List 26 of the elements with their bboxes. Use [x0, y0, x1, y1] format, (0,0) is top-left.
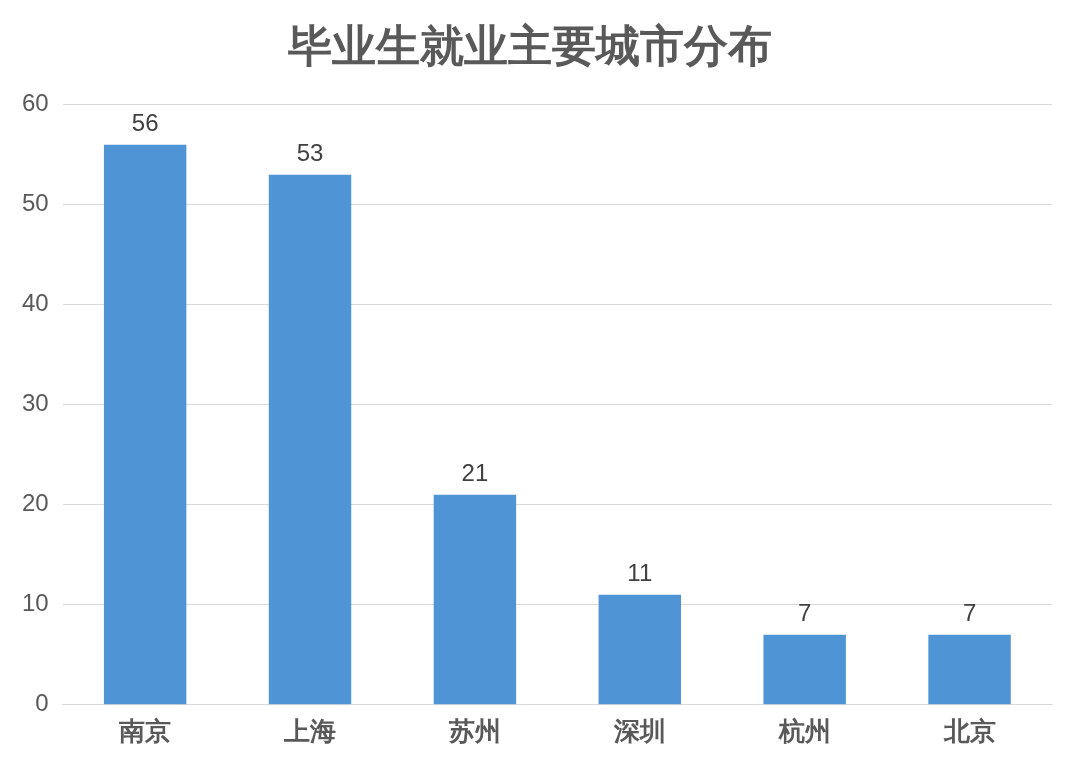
data-label: 53 — [296, 139, 324, 167]
chart-title: 毕业生就业主要城市分布 — [287, 20, 772, 70]
data-label: 7 — [797, 599, 812, 627]
bar — [433, 494, 517, 705]
x-tick-label: 南京 — [118, 715, 172, 746]
x-tick-label: 深圳 — [612, 715, 666, 746]
y-tick-label: 60 — [21, 89, 49, 117]
bar — [928, 634, 1011, 705]
data-label: 11 — [627, 559, 653, 587]
y-tick-label: 50 — [21, 189, 49, 217]
x-tick-label: 上海 — [283, 715, 337, 746]
bar — [598, 594, 682, 705]
y-tick-label: 20 — [21, 489, 49, 517]
y-tick-label: 40 — [21, 289, 49, 317]
data-label: 21 — [461, 459, 489, 487]
data-label: 7 — [962, 599, 977, 627]
x-tick-label: 杭州 — [777, 715, 831, 746]
bar — [103, 144, 187, 705]
y-tick-label: 30 — [21, 389, 49, 417]
y-tick-label: 10 — [21, 589, 49, 617]
x-tick-label: 北京 — [942, 715, 996, 746]
bar — [268, 174, 352, 705]
y-tick-label: 0 — [35, 689, 49, 717]
x-tick-label: 苏州 — [447, 715, 501, 746]
data-label: 56 — [131, 109, 159, 137]
bar — [763, 634, 846, 705]
